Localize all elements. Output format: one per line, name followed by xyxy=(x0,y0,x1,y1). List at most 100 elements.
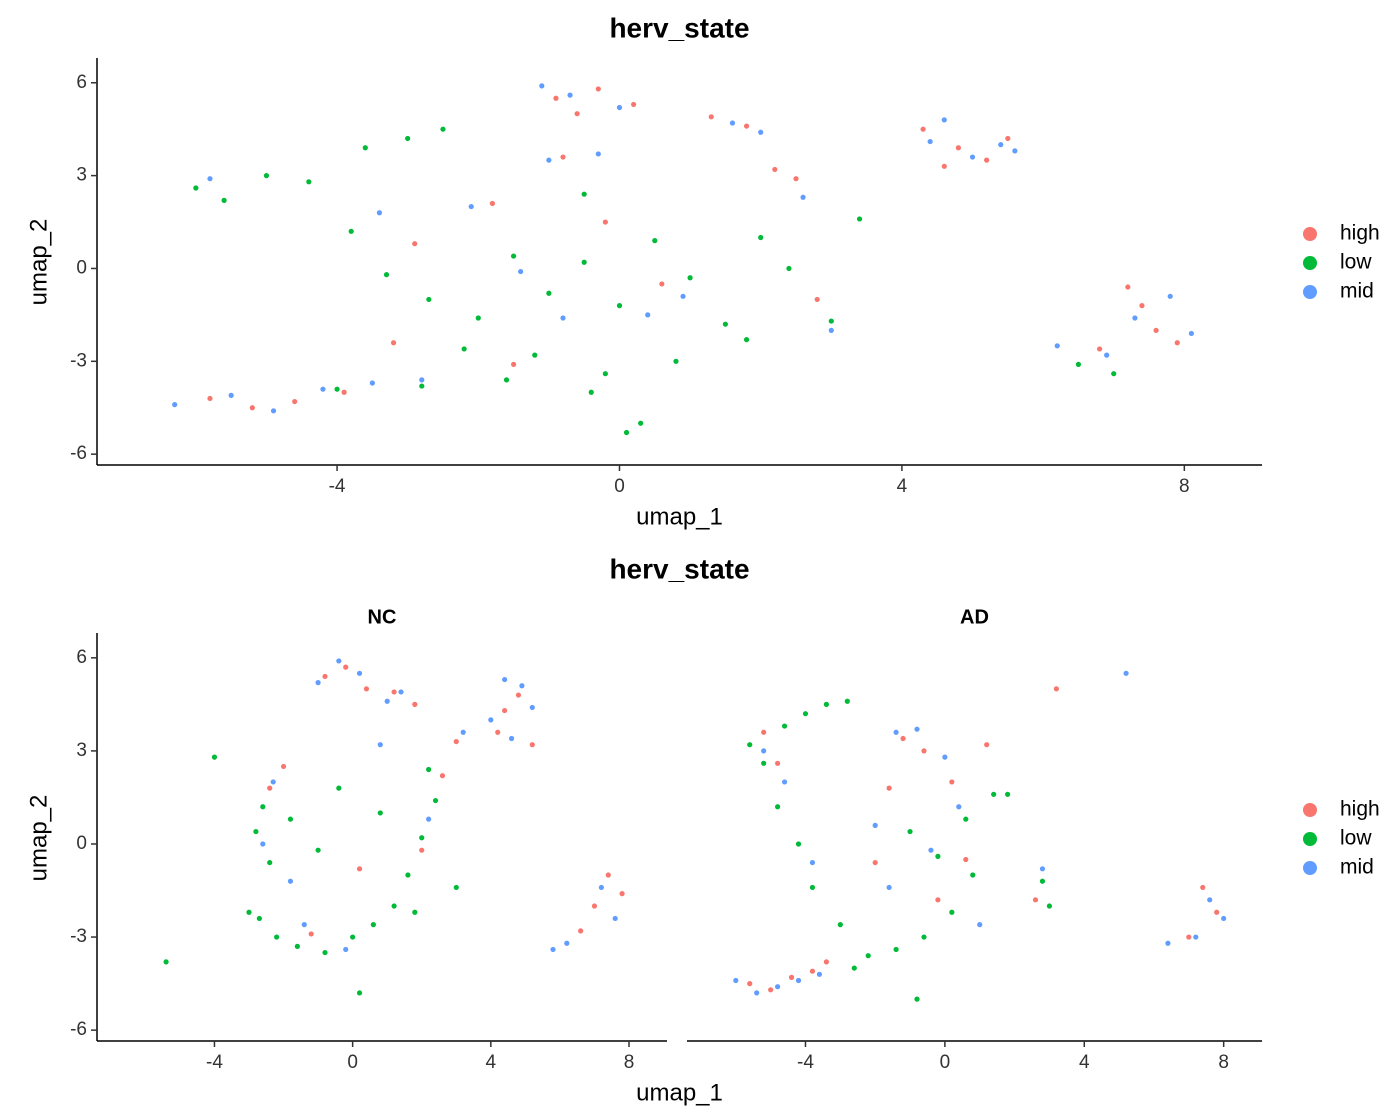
point xyxy=(336,658,342,664)
point xyxy=(294,943,300,949)
point xyxy=(270,408,277,414)
point xyxy=(1039,878,1046,884)
point xyxy=(553,95,559,101)
point xyxy=(172,402,178,408)
point xyxy=(384,698,390,704)
point xyxy=(343,946,349,953)
point xyxy=(1214,909,1220,915)
point xyxy=(914,996,920,1002)
y-tick-label: 6 xyxy=(76,72,87,93)
x-tick-label: 8 xyxy=(1179,476,1190,497)
point xyxy=(1125,284,1131,290)
point xyxy=(488,717,494,723)
point xyxy=(336,785,342,791)
point xyxy=(578,928,584,934)
point xyxy=(1207,897,1213,903)
legend-label: high xyxy=(1340,798,1380,821)
point xyxy=(211,754,218,760)
point xyxy=(772,166,778,173)
point xyxy=(998,142,1004,148)
point xyxy=(886,884,892,891)
point xyxy=(893,729,899,735)
point xyxy=(560,315,566,321)
point xyxy=(515,692,522,698)
point xyxy=(1039,866,1046,872)
point xyxy=(619,891,625,897)
y-tick-label: 3 xyxy=(76,165,87,186)
point xyxy=(886,785,892,791)
point xyxy=(468,203,474,210)
point xyxy=(921,748,927,754)
point xyxy=(935,897,941,903)
x-tick-label: 0 xyxy=(940,1052,951,1073)
point xyxy=(426,296,432,303)
point xyxy=(439,773,446,779)
point xyxy=(510,253,517,259)
point xyxy=(383,272,390,278)
point xyxy=(816,971,823,977)
point xyxy=(508,735,515,742)
point xyxy=(518,268,524,275)
chart-title: herv_state xyxy=(609,12,749,43)
x-tick-label: 0 xyxy=(614,476,625,497)
point xyxy=(356,866,363,872)
x-tick-label: -4 xyxy=(206,1052,223,1073)
point xyxy=(949,779,955,785)
point xyxy=(914,726,920,732)
point xyxy=(602,371,608,377)
point xyxy=(900,735,906,742)
point xyxy=(747,981,753,987)
point xyxy=(970,872,976,878)
point xyxy=(369,380,375,386)
point xyxy=(1174,340,1180,346)
y-axis-label: umap_2 xyxy=(25,795,52,882)
point xyxy=(390,340,397,346)
chart-title: herv_state xyxy=(609,553,749,584)
point xyxy=(837,922,843,928)
legend-marker xyxy=(1303,227,1317,241)
point xyxy=(1123,670,1129,676)
point xyxy=(645,312,651,318)
point xyxy=(963,856,969,863)
point xyxy=(529,742,535,748)
point xyxy=(956,804,962,810)
y-tick-label: -6 xyxy=(70,443,87,464)
y-tick-label: -3 xyxy=(70,926,87,947)
point xyxy=(984,157,990,163)
point xyxy=(631,101,637,108)
x-tick-label: -4 xyxy=(329,476,346,497)
point xyxy=(560,154,566,160)
point xyxy=(754,990,760,996)
point xyxy=(941,117,947,123)
point xyxy=(267,785,273,791)
point xyxy=(246,909,252,915)
x-tick-label: 8 xyxy=(1218,1052,1229,1073)
point xyxy=(377,810,383,816)
point xyxy=(809,884,816,891)
point xyxy=(419,383,425,389)
legend-marker xyxy=(1303,256,1317,270)
y-tick-label: 3 xyxy=(76,740,87,761)
point xyxy=(256,915,262,922)
point xyxy=(612,915,618,922)
point xyxy=(419,835,425,841)
point xyxy=(432,797,439,804)
point xyxy=(453,884,459,891)
x-tick-label: 8 xyxy=(624,1052,635,1073)
legend-label: mid xyxy=(1340,856,1374,879)
point xyxy=(280,763,287,770)
point xyxy=(781,723,788,729)
point xyxy=(761,729,767,735)
point xyxy=(814,296,820,303)
point xyxy=(788,974,795,980)
point xyxy=(949,909,955,915)
point xyxy=(893,946,899,953)
point xyxy=(928,847,934,853)
point xyxy=(828,327,834,333)
point xyxy=(306,179,312,185)
point xyxy=(315,847,321,853)
point xyxy=(927,138,933,145)
point xyxy=(1139,303,1145,309)
point xyxy=(941,163,947,169)
